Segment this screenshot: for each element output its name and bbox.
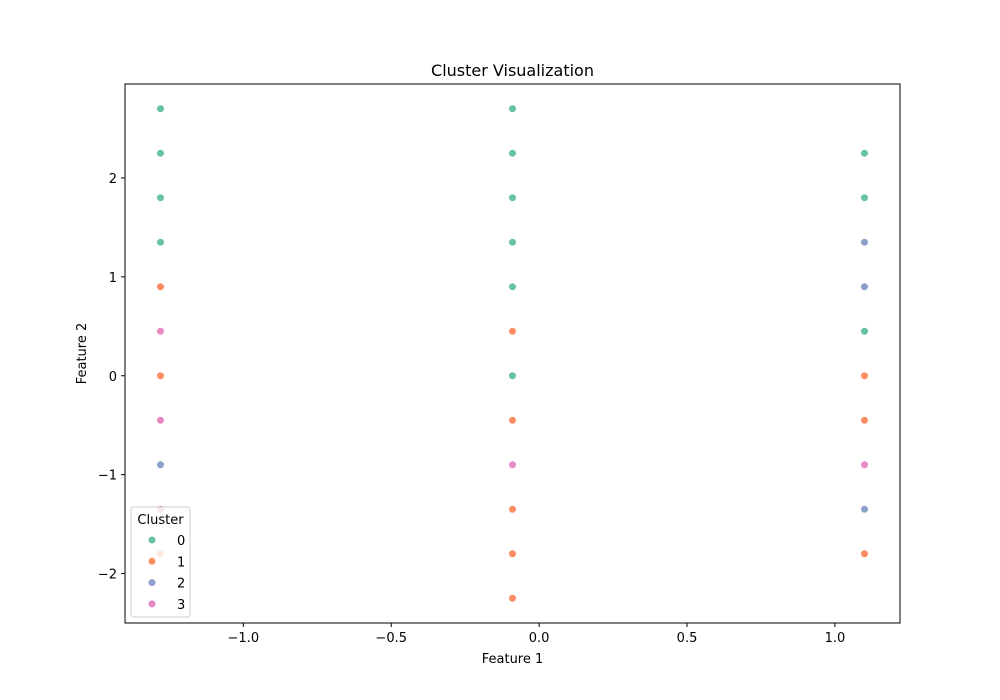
legend-label: 3 [177,598,185,613]
legend-marker [147,599,157,609]
x-tick-label: −1.0 [228,631,260,646]
data-point-cluster-0 [508,193,517,202]
x-tick-label: 0.5 [677,631,698,646]
data-point-cluster-0 [508,238,517,247]
data-point-cluster-0 [860,193,869,202]
data-point-cluster-1 [508,416,517,425]
legend-label: 0 [177,534,185,549]
chart-title: Cluster Visualization [431,61,594,80]
data-point-cluster-2 [860,238,869,247]
data-point-cluster-0 [156,238,165,247]
data-point-cluster-0 [508,104,517,113]
plot-area [125,84,900,623]
data-point-cluster-1 [156,371,165,380]
data-point-cluster-0 [156,104,165,113]
data-point-cluster-0 [508,149,517,158]
legend-box [130,506,191,618]
data-point-cluster-1 [860,416,869,425]
data-point-cluster-1 [860,549,869,558]
data-point-cluster-1 [508,594,517,603]
data-point-cluster-3 [860,460,869,469]
plot-frame [124,83,901,624]
data-point-cluster-3 [156,416,165,425]
data-point-cluster-0 [860,149,869,158]
data-point-cluster-0 [860,327,869,336]
data-point-cluster-0 [508,282,517,291]
data-point-cluster-2 [860,505,869,514]
y-tick-label: 0 [109,370,117,385]
legend: Cluster 0 1 2 3 [130,506,191,618]
y-tick-label: −2 [98,568,117,583]
x-axis-label: Feature 1 [482,652,544,667]
data-point-cluster-1 [860,371,869,380]
x-tick-label: −0.5 [375,631,407,646]
data-point-cluster-0 [156,149,165,158]
data-point-cluster-1 [508,549,517,558]
legend-marker [147,578,157,587]
y-axis-label: Feature 2 [75,323,90,385]
y-tick-label: 2 [109,172,117,187]
data-point-cluster-0 [508,371,517,380]
y-tick-label: 1 [109,271,117,286]
legend-label: 1 [177,555,185,570]
data-point-cluster-3 [508,460,517,469]
legend-marker [147,535,157,545]
legend-title: Cluster [137,513,184,528]
data-point-cluster-2 [860,282,869,291]
x-axis-ticks: −1.0 −0.5 0.0 0.5 1.0 [228,623,846,646]
y-tick-label: −1 [98,469,117,484]
data-point-cluster-1 [508,505,517,514]
x-tick-label: 1.0 [825,631,846,646]
data-point-cluster-0 [156,193,165,202]
legend-marker [147,557,157,566]
data-point-cluster-2 [156,460,165,469]
legend-label: 2 [177,577,185,592]
y-axis-ticks: −2 −1 0 1 2 [98,172,125,583]
scatter-points [156,104,869,603]
data-point-cluster-3 [156,327,165,336]
data-point-cluster-1 [508,327,517,336]
data-point-cluster-1 [156,282,165,291]
x-tick-label: 0.0 [529,631,550,646]
